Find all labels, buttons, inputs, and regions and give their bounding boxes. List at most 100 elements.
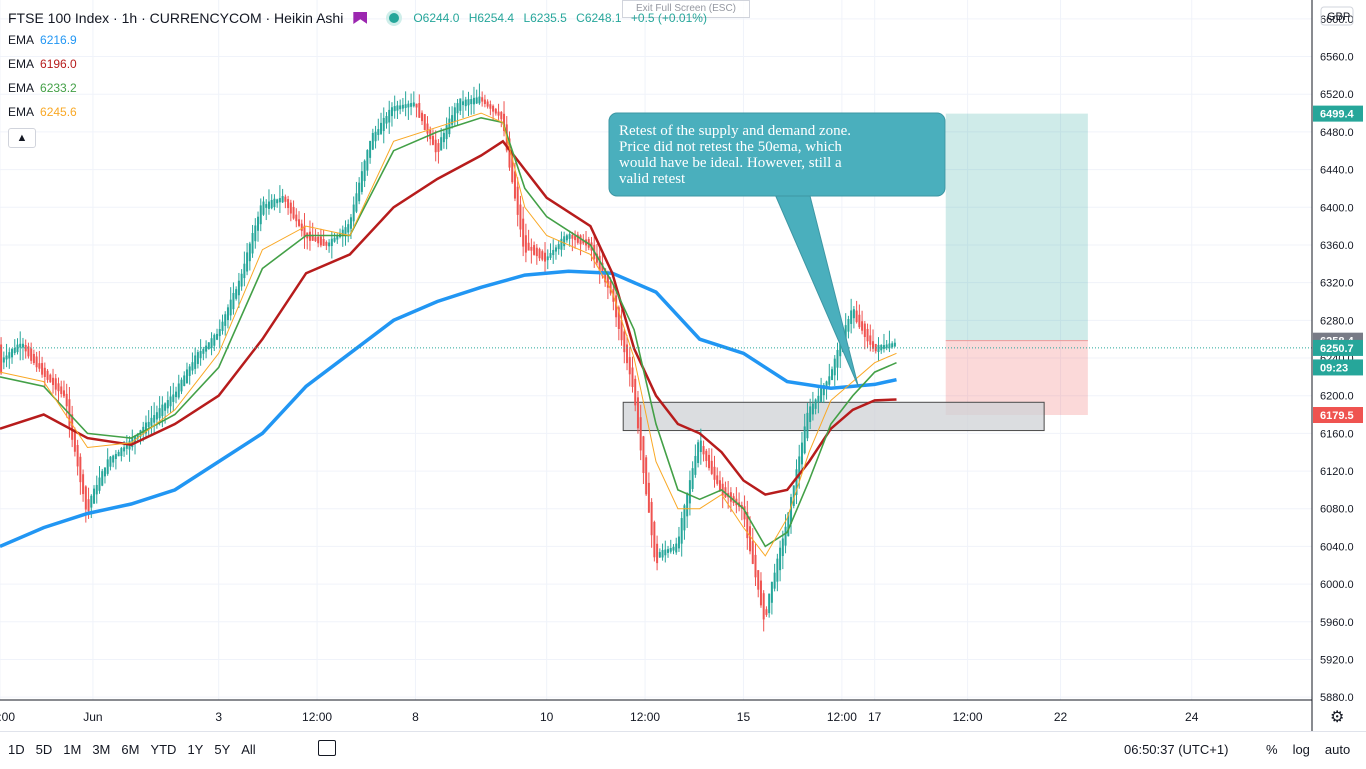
range-1m[interactable]: 1M <box>63 742 82 757</box>
candle <box>128 436 131 462</box>
range-3m[interactable]: 3M <box>92 742 111 757</box>
candle <box>71 405 74 448</box>
candle-body <box>787 512 790 537</box>
candle-body <box>554 247 557 252</box>
candle <box>718 471 721 492</box>
candle-body <box>645 457 648 495</box>
candle <box>2 351 5 370</box>
range-6m[interactable]: 6M <box>121 742 140 757</box>
candle-body <box>628 357 631 375</box>
candle-body <box>650 502 653 536</box>
candle <box>76 439 79 476</box>
candle-body <box>814 399 817 409</box>
ema-row[interactable]: EMA 6216.9 <box>8 28 713 52</box>
candle-body <box>533 245 536 255</box>
candle-body <box>423 114 426 130</box>
candle <box>273 194 276 211</box>
range-5d[interactable]: 5D <box>35 742 53 757</box>
x-tick-label: Jun <box>83 710 102 724</box>
candle <box>229 287 232 321</box>
candle <box>21 337 24 361</box>
candle-body <box>185 369 188 384</box>
candle-body <box>492 105 495 112</box>
candle-body <box>229 299 232 316</box>
candle-body <box>751 541 754 564</box>
range-5y[interactable]: 5Y <box>214 742 231 757</box>
candle <box>267 189 270 215</box>
clock-readout[interactable]: 06:50:37 (UTC+1) <box>1124 742 1229 757</box>
candle <box>866 323 869 349</box>
candle-body <box>500 112 503 120</box>
auto-toggle[interactable]: auto <box>1324 742 1351 757</box>
candle-body <box>216 333 219 340</box>
candle-body <box>483 99 486 104</box>
flag-icon[interactable] <box>353 12 368 24</box>
symbol-title[interactable]: FTSE 100 Index · 1h · CURRENCYCOM · Heik… <box>8 10 344 26</box>
log-toggle[interactable]: log <box>1292 742 1310 757</box>
candle-body <box>341 229 344 237</box>
open-value: O6244.0 <box>413 11 460 25</box>
candle-body <box>626 344 629 364</box>
candle <box>418 94 421 118</box>
collapse-legend-button[interactable]: ▲ <box>8 128 36 148</box>
ema-row[interactable]: EMA 6196.0 <box>8 52 713 76</box>
range-1y[interactable]: 1Y <box>187 742 204 757</box>
currency-label: GBP <box>1327 11 1350 23</box>
candle-body <box>467 99 470 106</box>
candle-body <box>806 412 809 439</box>
candle-body <box>393 106 396 112</box>
price-chart[interactable]: Retest of the supply and demand zone.Pri… <box>0 0 1366 731</box>
ema-line-fast <box>0 112 897 557</box>
exit-fullscreen-button[interactable]: Exit Full Screen (ESC) <box>622 0 750 18</box>
candle-body <box>87 499 90 512</box>
candle-body <box>210 338 213 348</box>
gear-icon[interactable]: ⚙ <box>1330 709 1345 726</box>
candle <box>486 99 489 109</box>
range-all[interactable]: All <box>241 742 256 757</box>
candle <box>385 112 388 129</box>
ema-value: 6233.2 <box>40 81 77 95</box>
x-tick-label: 12:00 <box>953 710 983 724</box>
candle <box>243 251 246 287</box>
candle <box>410 93 413 116</box>
candle <box>571 231 574 252</box>
candle <box>276 198 279 208</box>
candle-body <box>300 223 303 231</box>
candle-body <box>653 521 656 558</box>
candle-body <box>90 495 93 508</box>
candle-body <box>781 538 784 557</box>
calendar-icon[interactable] <box>318 740 336 756</box>
range-ytd[interactable]: YTD <box>150 742 177 757</box>
candle-body <box>114 453 117 460</box>
candle-body <box>369 140 372 158</box>
candle-body <box>516 186 519 215</box>
candle <box>437 139 440 164</box>
candle <box>820 377 823 403</box>
candle-body <box>790 497 793 524</box>
candle <box>560 231 563 257</box>
candle <box>626 335 629 371</box>
candle <box>811 391 814 421</box>
ema-row[interactable]: EMA 6245.6 <box>8 100 713 124</box>
candle-body <box>891 343 894 348</box>
price-tag-label: 6499.4 <box>1320 109 1355 121</box>
ema-line-slow <box>0 139 897 496</box>
candle <box>724 481 727 499</box>
percent-toggle[interactable]: % <box>1266 742 1278 757</box>
ema-row[interactable]: EMA 6233.2 <box>8 76 713 100</box>
y-tick-label: 6120.0 <box>1320 466 1354 478</box>
candle-body <box>448 118 451 135</box>
candle-body <box>360 171 363 192</box>
range-1d[interactable]: 1D <box>8 742 25 757</box>
currency-button <box>1320 6 1354 26</box>
candle <box>194 347 197 375</box>
candle-body <box>677 536 680 549</box>
candle <box>721 477 724 509</box>
candle <box>754 542 757 586</box>
candle-body <box>426 123 429 134</box>
candle <box>746 500 749 550</box>
candle-body <box>639 417 642 451</box>
candle-body <box>232 292 235 310</box>
candle-body <box>667 549 670 553</box>
candle <box>377 118 380 141</box>
